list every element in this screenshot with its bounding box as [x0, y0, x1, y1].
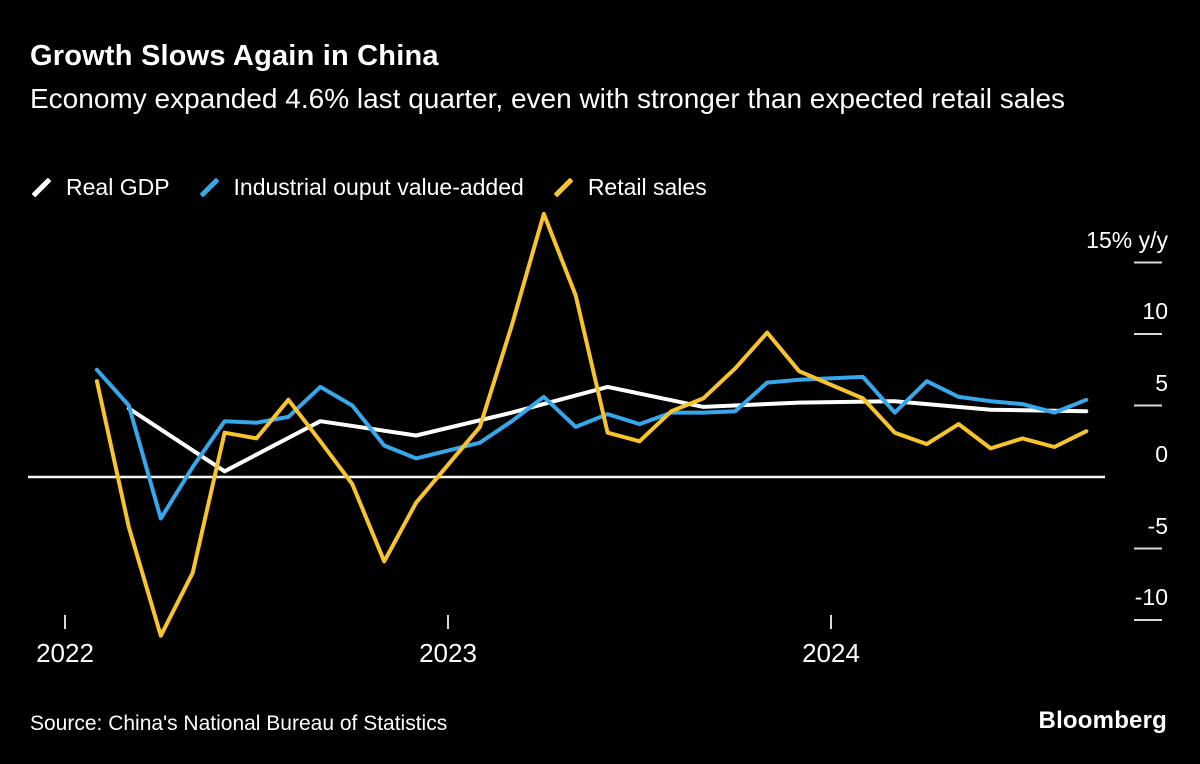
legend-label-industrial-output: Industrial ouput value-added: [233, 174, 524, 200]
chart-legend: Real GDP Industrial ouput value-added Re…: [30, 174, 707, 201]
chart-title: Growth Slows Again in China: [30, 40, 439, 72]
source-attribution: Source: China's National Bureau of Stati…: [30, 712, 448, 735]
series-line-real-gdp: [126, 384, 1089, 474]
series-line-industrial-ouput-value-added: [94, 367, 1089, 521]
legend-item-retail-sales: Retail sales: [552, 174, 707, 201]
legend-label-real-gdp: Real GDP: [66, 174, 170, 200]
legend-item-industrial-output: Industrial ouput value-added: [198, 174, 524, 201]
real-gdp-line-swatch-icon: [31, 177, 52, 198]
legend-item-real-gdp: Real GDP: [30, 174, 170, 201]
bloomberg-logo: Bloomberg: [1038, 707, 1167, 734]
retail-sales-line-swatch-icon: [553, 177, 574, 198]
chart-subtitle: Economy expanded 4.6% last quarter, even…: [30, 83, 1066, 114]
series-line-retail-sales: [94, 211, 1089, 638]
industrial-output-line-swatch-icon: [199, 177, 219, 198]
legend-label-retail-sales: Retail sales: [587, 174, 707, 200]
